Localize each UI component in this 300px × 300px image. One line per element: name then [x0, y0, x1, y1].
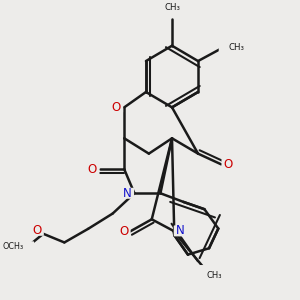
Text: N: N: [123, 187, 131, 200]
FancyBboxPatch shape: [196, 265, 217, 276]
Text: O: O: [32, 224, 41, 237]
Text: O: O: [88, 163, 97, 176]
FancyBboxPatch shape: [219, 42, 239, 53]
FancyBboxPatch shape: [162, 7, 182, 18]
Text: N: N: [176, 224, 185, 237]
FancyBboxPatch shape: [221, 159, 236, 170]
FancyBboxPatch shape: [85, 164, 99, 175]
Text: O: O: [112, 101, 121, 114]
Text: CH₃: CH₃: [207, 271, 222, 280]
FancyBboxPatch shape: [120, 188, 134, 199]
FancyBboxPatch shape: [174, 225, 188, 236]
Text: OCH₃: OCH₃: [3, 242, 24, 251]
FancyBboxPatch shape: [30, 225, 44, 236]
Text: CH₃: CH₃: [229, 43, 245, 52]
Text: O: O: [119, 225, 128, 238]
Text: CH₃: CH₃: [164, 3, 180, 12]
FancyBboxPatch shape: [109, 102, 123, 113]
FancyBboxPatch shape: [117, 226, 130, 237]
FancyBboxPatch shape: [14, 241, 34, 252]
Text: O: O: [224, 158, 233, 171]
